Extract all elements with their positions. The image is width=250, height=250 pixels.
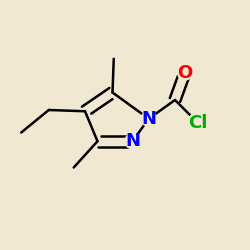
Circle shape	[178, 65, 192, 80]
Circle shape	[141, 111, 156, 126]
Text: N: N	[125, 132, 140, 150]
Circle shape	[188, 113, 207, 132]
Text: O: O	[178, 64, 192, 82]
Circle shape	[125, 134, 140, 149]
Text: Cl: Cl	[188, 114, 207, 132]
Text: N: N	[141, 110, 156, 128]
